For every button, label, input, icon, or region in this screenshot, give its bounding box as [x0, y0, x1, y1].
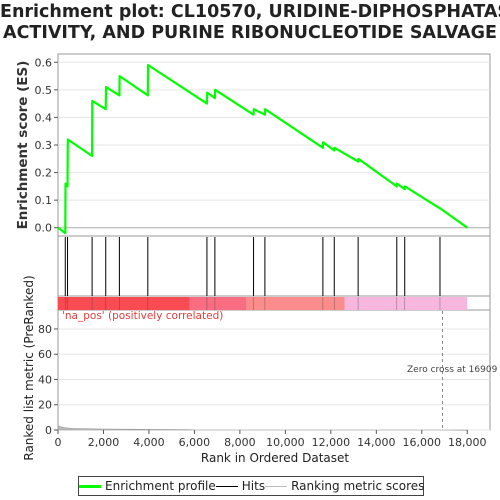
- legend-label-enrichment: Enrichment profile: [105, 479, 216, 493]
- es-y-tick-label: 0.2: [35, 167, 53, 180]
- metric-y-tick-label: 0: [45, 424, 52, 437]
- x-tick-label: 18,000: [448, 436, 487, 449]
- legend-swatch-hits: [215, 485, 238, 487]
- x-tick-label: 10,000: [266, 436, 305, 449]
- es-line: [57, 63, 468, 235]
- metric-y-axis-title: Ranked list metric (PreRanked): [22, 275, 36, 460]
- x-tick-label: 0: [55, 436, 62, 449]
- legend-item-hits: Hits: [215, 479, 266, 493]
- x-tick-label: 14,000: [357, 436, 396, 449]
- es-y-axis: 0.0 0.1 0.2 0.3 0.4 0.5 0.6: [35, 56, 58, 235]
- es-line-group: [57, 63, 468, 235]
- rank-bar-segment: [189, 297, 247, 310]
- metric-y-tick-label: 60: [38, 348, 52, 361]
- metric-area: [57, 425, 468, 431]
- es-gridlines: [58, 61, 490, 229]
- x-axis: 0 2,000 4,000 6,000 8,000 10,000 12,000 14,000 1…: [55, 430, 487, 449]
- legend: Enrichment profile Hits Ranking metric s…: [78, 476, 424, 496]
- rank-bar-segment: [344, 297, 468, 310]
- metric-y-axis: 0 20 40 60 80: [38, 323, 58, 437]
- x-tick-label: 6,000: [179, 436, 211, 449]
- metric-area-group: [57, 311, 468, 431]
- x-tick-label: 2,000: [88, 436, 120, 449]
- rank-bar-segment: [246, 297, 345, 310]
- x-tick-label: 12,000: [312, 436, 351, 449]
- legend-label-metric: Ranking metric scores: [291, 479, 425, 493]
- legend-swatch-enrichment: [79, 484, 101, 488]
- x-tick-label: 16,000: [403, 436, 442, 449]
- plot-frame: [57, 53, 491, 431]
- x-tick-label: 4,000: [133, 436, 165, 449]
- zero-cross-label: Zero cross at 16909: [407, 365, 498, 375]
- es-y-tick-label: 0.5: [35, 84, 53, 97]
- legend-swatch-metric: [265, 485, 288, 487]
- positive-correlation-label: 'na_pos' (positively correlated): [62, 310, 223, 322]
- chart-title-line-2: ACTIVITY, AND PURINE RIBONUCLEOTIDE SALV…: [3, 23, 497, 43]
- legend-label-hits: Hits: [241, 479, 266, 493]
- es-y-axis-title: Enrichment score (ES): [15, 61, 31, 230]
- es-y-tick-label: 0.0: [35, 222, 53, 235]
- x-tick-label: 8,000: [224, 436, 256, 449]
- metric-y-tick-label: 80: [38, 323, 52, 336]
- legend-item-enrichment: Enrichment profile: [79, 479, 216, 493]
- es-y-tick-label: 0.4: [35, 111, 53, 124]
- metric-y-tick-label: 40: [38, 373, 52, 386]
- legend-item-metric: Ranking metric scores: [265, 479, 424, 493]
- chart-title-line-1: Enrichment plot: CL10570, URIDINE-DIPHOS…: [0, 2, 500, 22]
- metric-y-tick-label: 20: [38, 399, 52, 412]
- es-y-tick-label: 0.3: [35, 139, 53, 152]
- es-y-tick-label: 0.1: [35, 194, 53, 207]
- hits-group: [64, 237, 441, 296]
- rank-colorbar: [58, 297, 468, 310]
- rank-bar-segment: [58, 297, 190, 310]
- chart-title: Enrichment plot: CL10570, URIDINE-DIPHOS…: [0, 2, 500, 44]
- x-axis-title: Rank in Ordered Dataset: [201, 451, 349, 465]
- es-y-tick-label: 0.6: [35, 56, 53, 69]
